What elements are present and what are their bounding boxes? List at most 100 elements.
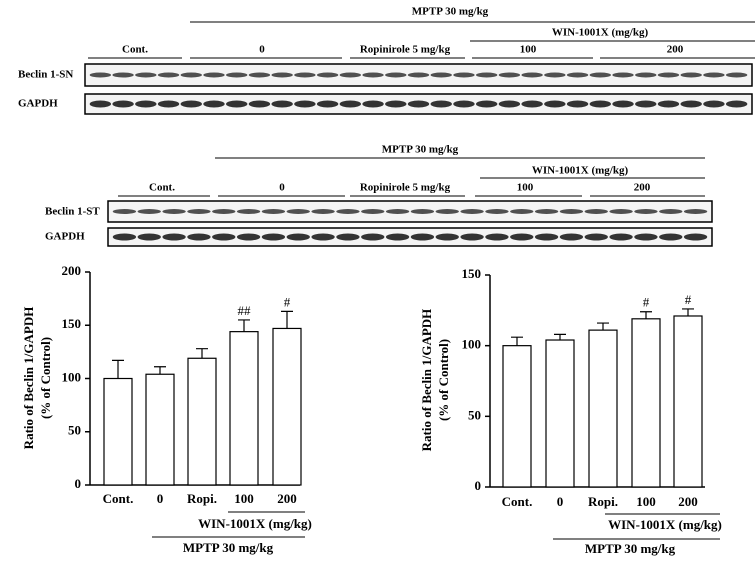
band — [435, 233, 459, 241]
group-label: Cont. — [122, 44, 148, 56]
band — [566, 72, 589, 78]
error-bar — [281, 310, 293, 329]
band — [584, 209, 608, 214]
band — [248, 100, 271, 108]
band — [187, 209, 211, 214]
band — [362, 100, 384, 108]
error-bar — [554, 333, 566, 341]
band — [725, 100, 748, 108]
x-tick-label: Cont. — [502, 494, 533, 509]
group-label: 200 — [634, 182, 651, 194]
band — [361, 233, 385, 241]
band — [316, 100, 339, 108]
band — [407, 100, 430, 108]
band — [659, 209, 683, 214]
row-label: GAPDH — [18, 98, 58, 110]
band — [311, 209, 335, 214]
band — [361, 209, 385, 214]
band — [453, 100, 475, 108]
band — [162, 209, 186, 214]
band — [112, 209, 137, 214]
band — [534, 233, 559, 241]
error-bar — [154, 366, 166, 375]
blot-box — [107, 227, 713, 247]
band — [657, 72, 680, 78]
band — [430, 72, 452, 78]
y-tick-label: 150 — [62, 316, 82, 331]
group-label: MPTP 30 mg/kg — [183, 540, 274, 555]
band — [435, 209, 459, 214]
band — [559, 233, 584, 241]
y-tick-label: 150 — [462, 266, 482, 281]
band — [559, 209, 584, 214]
band — [286, 233, 310, 241]
significance: # — [643, 295, 650, 310]
band — [336, 209, 360, 214]
x-tick-label: 100 — [636, 494, 656, 509]
band — [680, 72, 702, 78]
band — [510, 209, 534, 214]
band — [226, 100, 248, 108]
band — [634, 209, 658, 214]
group-label: WIN-1001X (mg/kg) — [198, 516, 312, 531]
band — [385, 233, 410, 241]
x-tick-label: Ropi. — [187, 491, 217, 506]
band — [544, 72, 566, 78]
band — [135, 100, 157, 108]
band — [339, 72, 362, 78]
group-label: 100 — [517, 182, 534, 194]
band — [236, 233, 261, 241]
band — [453, 72, 475, 78]
band — [261, 233, 286, 241]
band — [521, 100, 543, 108]
band — [362, 72, 384, 78]
blot-header: MPTP 30 mg/kg — [382, 144, 459, 156]
band — [589, 72, 611, 78]
band — [157, 72, 180, 78]
band — [271, 100, 293, 108]
band — [612, 72, 634, 78]
x-tick-label: 100 — [234, 491, 254, 506]
y-tick-label: 50 — [468, 407, 481, 422]
band — [385, 72, 407, 78]
band — [609, 233, 633, 241]
band — [157, 100, 180, 108]
group-label: 0 — [259, 44, 265, 56]
group-label: Cont. — [149, 182, 175, 194]
bar — [229, 331, 259, 486]
band — [112, 233, 137, 241]
band — [137, 209, 161, 214]
band — [635, 100, 657, 108]
band — [498, 100, 521, 108]
band — [534, 209, 559, 214]
band — [584, 233, 608, 241]
bar — [272, 327, 302, 486]
y-axis-label: Ratio of Beclin 1/GAPDH — [21, 307, 36, 450]
band — [460, 209, 484, 214]
band — [475, 100, 498, 108]
significance: # — [284, 294, 291, 309]
band — [485, 233, 509, 241]
band — [612, 100, 634, 108]
error-bar — [682, 308, 694, 316]
group-label: 200 — [667, 44, 684, 56]
group-label: MPTP 30 mg/kg — [585, 541, 676, 556]
row-label: Beclin 1-ST — [45, 206, 100, 218]
band — [135, 72, 157, 78]
band — [311, 233, 335, 241]
band — [180, 72, 202, 78]
band — [137, 233, 161, 241]
y-axis-label: (% of Control) — [436, 339, 451, 421]
band — [203, 72, 225, 78]
band — [589, 100, 611, 108]
band — [635, 72, 657, 78]
error-bar — [196, 348, 208, 359]
y-tick-label: 0 — [75, 476, 82, 491]
error-bar — [597, 322, 609, 331]
band — [236, 209, 261, 214]
bar — [187, 357, 217, 486]
y-tick-label: 50 — [68, 423, 81, 438]
band — [187, 233, 211, 241]
band — [294, 100, 316, 108]
band — [430, 100, 452, 108]
